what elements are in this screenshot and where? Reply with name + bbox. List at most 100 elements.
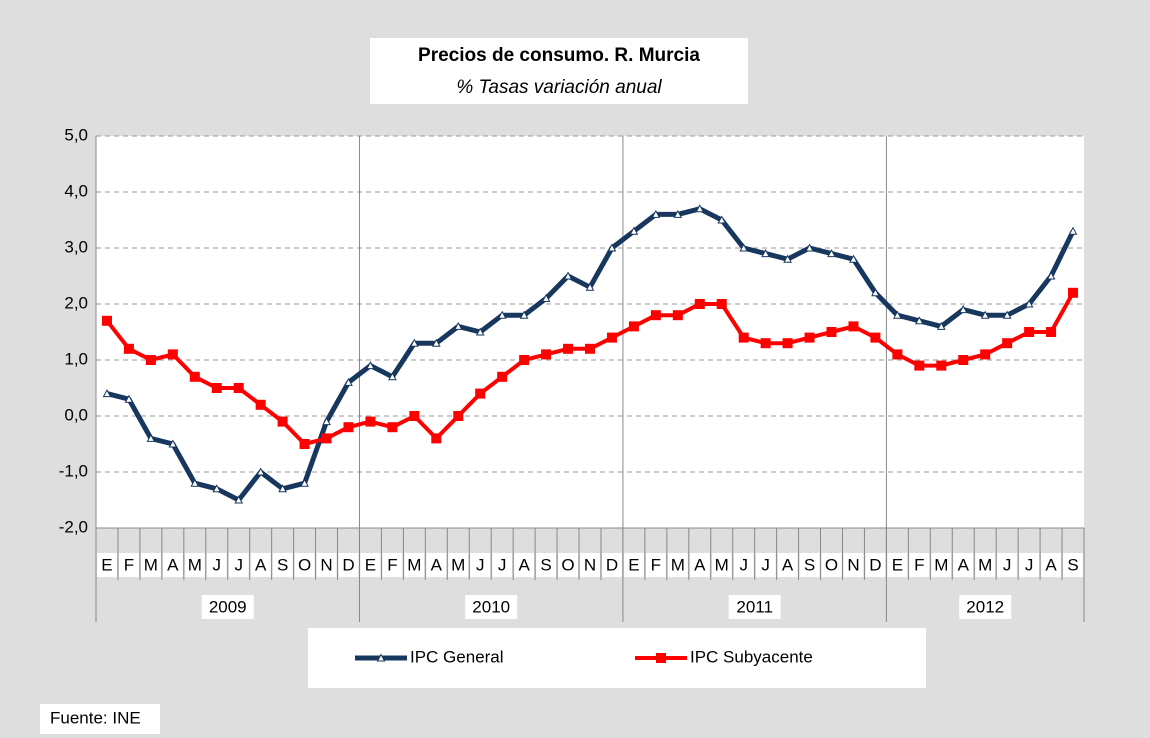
- point: [190, 478, 200, 487]
- point: [958, 355, 969, 365]
- chart-title: Precios de consumo. R. Murcia: [418, 45, 700, 66]
- point: [519, 310, 529, 319]
- point: [256, 467, 266, 476]
- y-tick-label: -1,0: [59, 461, 88, 480]
- x-tick-label: M: [715, 555, 729, 574]
- x-label-bg: [536, 553, 557, 577]
- x-label-bg: [140, 553, 161, 577]
- point: [585, 282, 595, 291]
- point: [628, 321, 639, 332]
- x-label-bg: [558, 553, 579, 577]
- point: [387, 422, 398, 433]
- y-tick-label: 5,0: [64, 125, 88, 144]
- x-label-bg: [316, 553, 337, 577]
- title-box: [370, 38, 748, 104]
- x-label-bg: [206, 553, 227, 577]
- point: [739, 243, 749, 252]
- x-label-bg: [887, 553, 908, 577]
- x-label-bg: [514, 553, 535, 577]
- x-tick-label: A: [782, 555, 794, 574]
- x-label-bg: [711, 553, 732, 577]
- legend-box: [308, 628, 926, 688]
- x-tick-label: M: [978, 555, 992, 574]
- x-label-bg: [623, 553, 644, 577]
- point: [102, 389, 112, 398]
- point: [277, 416, 288, 427]
- point: [673, 209, 683, 218]
- x-label-bg: [162, 553, 183, 577]
- point: [606, 332, 617, 343]
- x-tick-label: M: [407, 555, 421, 574]
- point: [870, 332, 881, 343]
- x-label-bg: [601, 553, 622, 577]
- point: [1046, 271, 1056, 280]
- x-tick-label: M: [144, 555, 158, 574]
- point: [365, 416, 376, 427]
- x-tick-label: D: [606, 555, 618, 574]
- x-tick-label: O: [298, 555, 311, 574]
- x-tick-label: A: [518, 555, 530, 574]
- point: [1068, 226, 1078, 235]
- x-label-bg: [931, 553, 952, 577]
- point: [1024, 299, 1034, 308]
- x-tick-label: A: [958, 555, 970, 574]
- point: [783, 254, 792, 263]
- year-label-bg: [728, 595, 781, 619]
- x-label-bg: [689, 553, 710, 577]
- x-label-bg: [470, 553, 491, 577]
- point: [234, 495, 244, 504]
- point: [804, 332, 815, 343]
- x-tick-label: J: [761, 555, 770, 574]
- source: Fuente: INE: [50, 708, 141, 727]
- point: [563, 343, 574, 354]
- point: [410, 338, 419, 347]
- x-tick-label: E: [628, 555, 639, 574]
- point: [672, 310, 683, 321]
- point: [189, 371, 200, 382]
- x-tick-label: M: [671, 555, 685, 574]
- point: [255, 399, 266, 410]
- point: [366, 361, 375, 370]
- point: [695, 204, 705, 213]
- year-label-bg: [201, 595, 254, 619]
- x-tick-label: M: [934, 555, 948, 574]
- point: [629, 226, 639, 235]
- x-label-bg: [953, 553, 974, 577]
- point: [278, 484, 287, 493]
- y-tick-label: -2,0: [59, 517, 88, 536]
- x-label-bg: [799, 553, 820, 577]
- year-label: 2011: [736, 597, 773, 616]
- x-tick-label: A: [694, 555, 706, 574]
- x-label-bg: [975, 553, 996, 577]
- x-label-bg: [492, 553, 513, 577]
- x-label-bg: [360, 553, 381, 577]
- x-tick-label: S: [1067, 555, 1078, 574]
- x-tick-label: F: [651, 555, 661, 574]
- x-label-bg: [338, 553, 359, 577]
- x-label-bg: [645, 553, 666, 577]
- point: [980, 310, 990, 319]
- point: [344, 377, 353, 386]
- point: [321, 433, 332, 444]
- point: [1024, 327, 1035, 337]
- x-label-bg: [250, 553, 271, 577]
- point: [475, 327, 485, 336]
- x-label-bg: [755, 553, 776, 577]
- point: [782, 338, 793, 349]
- x-tick-label: J: [498, 555, 507, 574]
- x-tick-label: J: [234, 555, 243, 574]
- point: [388, 372, 397, 381]
- legend-label: IPC Subyacente: [690, 647, 813, 666]
- x-label-bg: [118, 553, 139, 577]
- point: [607, 243, 617, 252]
- point: [431, 433, 442, 444]
- x-tick-label: D: [342, 555, 354, 574]
- point: [1002, 338, 1013, 349]
- x-label-bg: [426, 553, 447, 577]
- point: [475, 388, 486, 399]
- y-tick-label: 1,0: [64, 349, 88, 368]
- point: [936, 321, 946, 330]
- point: [651, 209, 661, 218]
- point: [936, 360, 947, 371]
- y-tick-label: 3,0: [64, 237, 88, 256]
